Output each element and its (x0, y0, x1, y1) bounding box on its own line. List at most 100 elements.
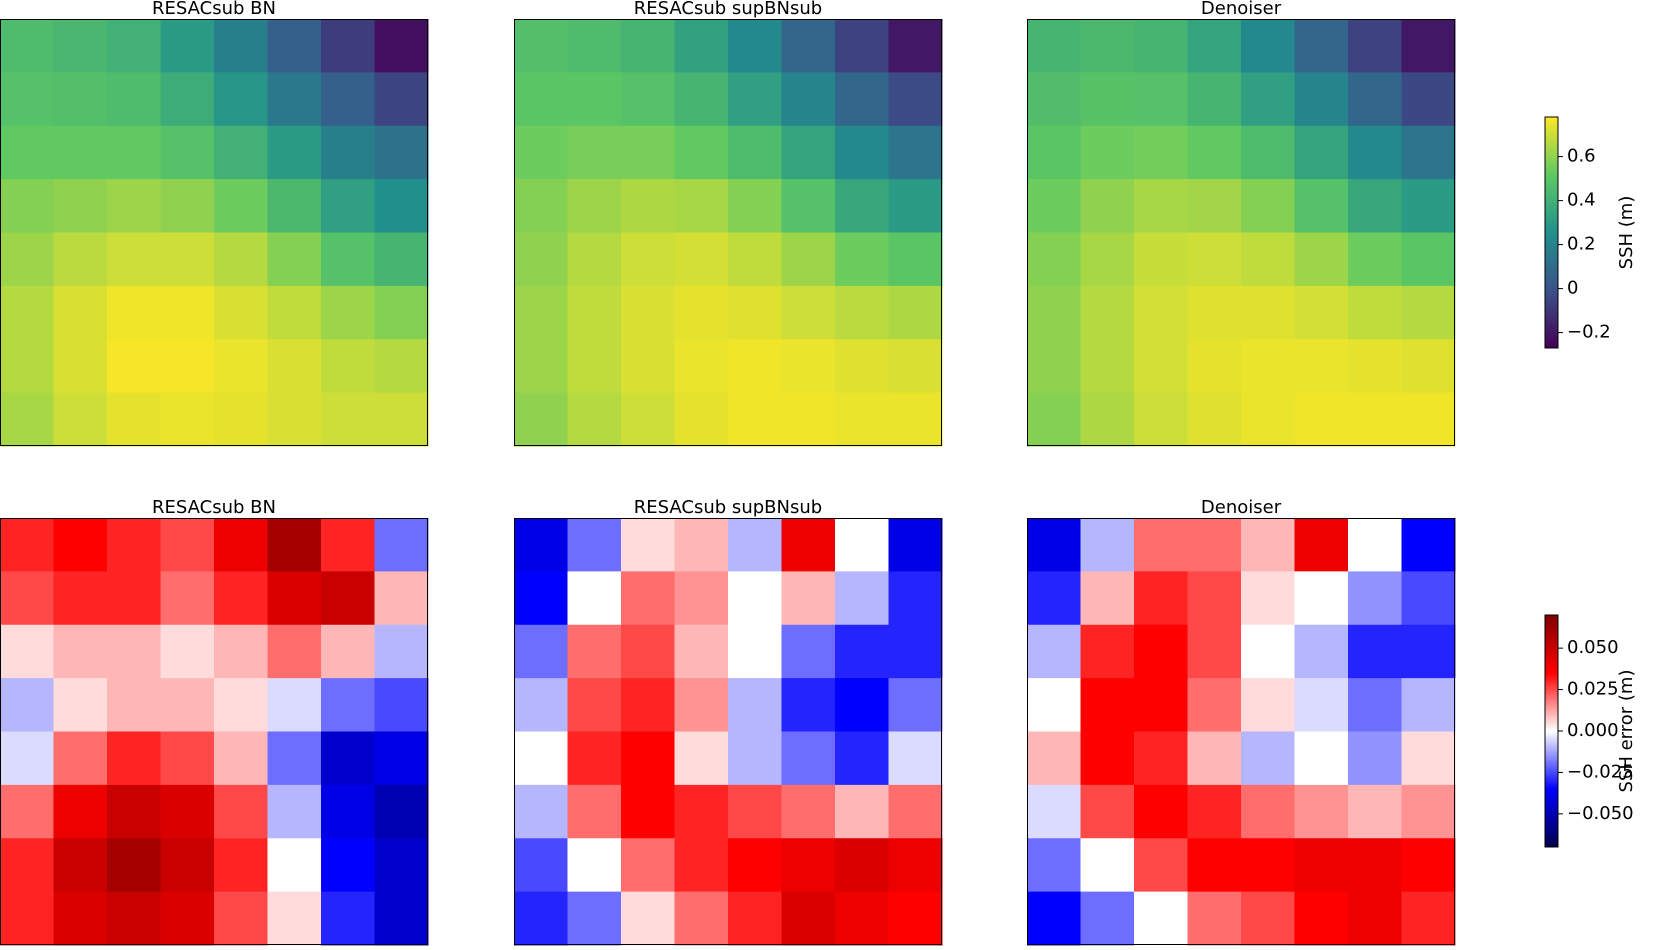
heatmap-cell (1294, 678, 1349, 732)
heatmap-cell (514, 285, 568, 340)
heatmap-cell (835, 891, 889, 946)
heatmap-cell (1348, 731, 1402, 786)
heatmap-cell (1187, 891, 1242, 946)
panel-title: Denoiser (1201, 497, 1282, 518)
heatmap-cell (1294, 731, 1349, 786)
heatmap-cell (321, 518, 375, 572)
heatmap-cell (781, 232, 836, 287)
heatmap-cell (1348, 72, 1402, 127)
heatmap-cell (160, 678, 215, 732)
heatmap-cell (621, 19, 675, 73)
heatmap-cell (374, 179, 429, 233)
heatmap-cell (374, 19, 429, 73)
heatmap-cell (267, 571, 322, 626)
heatmap-cell (728, 784, 782, 839)
heatmap-cell (888, 285, 943, 340)
heatmap-cell (107, 784, 161, 839)
heatmap-cell (1080, 19, 1135, 73)
heatmap-cell (1241, 179, 1295, 233)
heatmap-cell (0, 731, 54, 786)
heatmap-cell (0, 19, 54, 73)
heatmap-cell (1080, 339, 1135, 394)
heatmap-cell (0, 624, 54, 679)
heatmap-cell (53, 678, 108, 732)
heatmap-cell (267, 125, 322, 180)
heatmap-cell (674, 19, 729, 73)
heatmap-cell (1241, 285, 1295, 340)
heatmap-cell (374, 125, 429, 180)
heatmap-cell (1027, 179, 1081, 233)
heatmap-cell (1348, 678, 1402, 732)
heatmap-cell (1027, 392, 1081, 447)
heatmap-cell (1187, 392, 1242, 447)
heatmap-cell (1401, 125, 1456, 180)
heatmap-cell (781, 678, 836, 732)
heatmap-cell (1134, 784, 1188, 839)
heatmap-cell (0, 339, 54, 394)
heatmap-cell (621, 891, 675, 946)
heatmap-cell (1134, 518, 1188, 572)
heatmap-cell (835, 125, 889, 180)
heatmap-cell (321, 571, 375, 626)
heatmap-cell (1134, 19, 1188, 73)
heatmap-cell (1187, 232, 1242, 287)
heatmap-cell (728, 19, 782, 73)
colorbar-tick-label: −0.2 (1567, 322, 1611, 343)
heatmap-cell (374, 784, 429, 839)
heatmap-cell (514, 339, 568, 394)
heatmap-cell (107, 19, 161, 73)
heatmap-cell (53, 339, 108, 394)
heatmap-cell (1294, 571, 1349, 626)
heatmap-cell (621, 784, 675, 839)
heatmap-cell (214, 339, 268, 394)
heatmap-cell (160, 19, 215, 73)
heatmap-cell (321, 179, 375, 233)
heatmap-cell (728, 571, 782, 626)
heatmap-cell (374, 891, 429, 946)
heatmap-cell (53, 19, 108, 73)
heatmap-cell (888, 518, 943, 572)
colorbar (1544, 614, 1559, 848)
heatmap-cell (835, 731, 889, 786)
heatmap-cell (1080, 571, 1135, 626)
heatmap-cell (374, 232, 429, 287)
heatmap-cell (674, 731, 729, 786)
heatmap-cell (1241, 838, 1295, 893)
heatmap-cell (267, 392, 322, 447)
heatmap-cell (514, 784, 568, 839)
heatmap-cell (1401, 72, 1456, 127)
heatmap-cell (321, 731, 375, 786)
heatmap-cell (728, 518, 782, 572)
colorbar-label: SSH error (m) (1616, 670, 1637, 793)
heatmap-cell (781, 891, 836, 946)
heatmap-cell (1241, 731, 1295, 786)
heatmap-cell (321, 678, 375, 732)
heatmap-cell (621, 678, 675, 732)
heatmap-cell (1134, 838, 1188, 893)
heatmap-cell (321, 392, 375, 447)
colorbar-tick-label: 0.4 (1567, 190, 1596, 211)
heatmap-cell (107, 339, 161, 394)
heatmap-cell (567, 285, 622, 340)
heatmap-cell (1080, 624, 1135, 679)
heatmap-cell (214, 731, 268, 786)
heatmap-cell (1401, 339, 1456, 394)
heatmap-cell (1241, 784, 1295, 839)
heatmap-cell (1294, 624, 1349, 679)
heatmap-cell (1187, 838, 1242, 893)
panel-frame (514, 518, 942, 945)
heatmap-cell (321, 72, 375, 127)
heatmap-cell (1348, 285, 1402, 340)
heatmap-cell (53, 179, 108, 233)
heatmap-cell (621, 392, 675, 447)
heatmap-cell (1401, 518, 1456, 572)
heatmap-cell (160, 232, 215, 287)
heatmap-cell (1241, 392, 1295, 447)
heatmap-cell (214, 838, 268, 893)
heatmap-cell (567, 891, 622, 946)
heatmap-cell (674, 678, 729, 732)
heatmap-cell (888, 891, 943, 946)
heatmap-cell (514, 125, 568, 180)
heatmap-cell (160, 731, 215, 786)
heatmap-cell (53, 232, 108, 287)
